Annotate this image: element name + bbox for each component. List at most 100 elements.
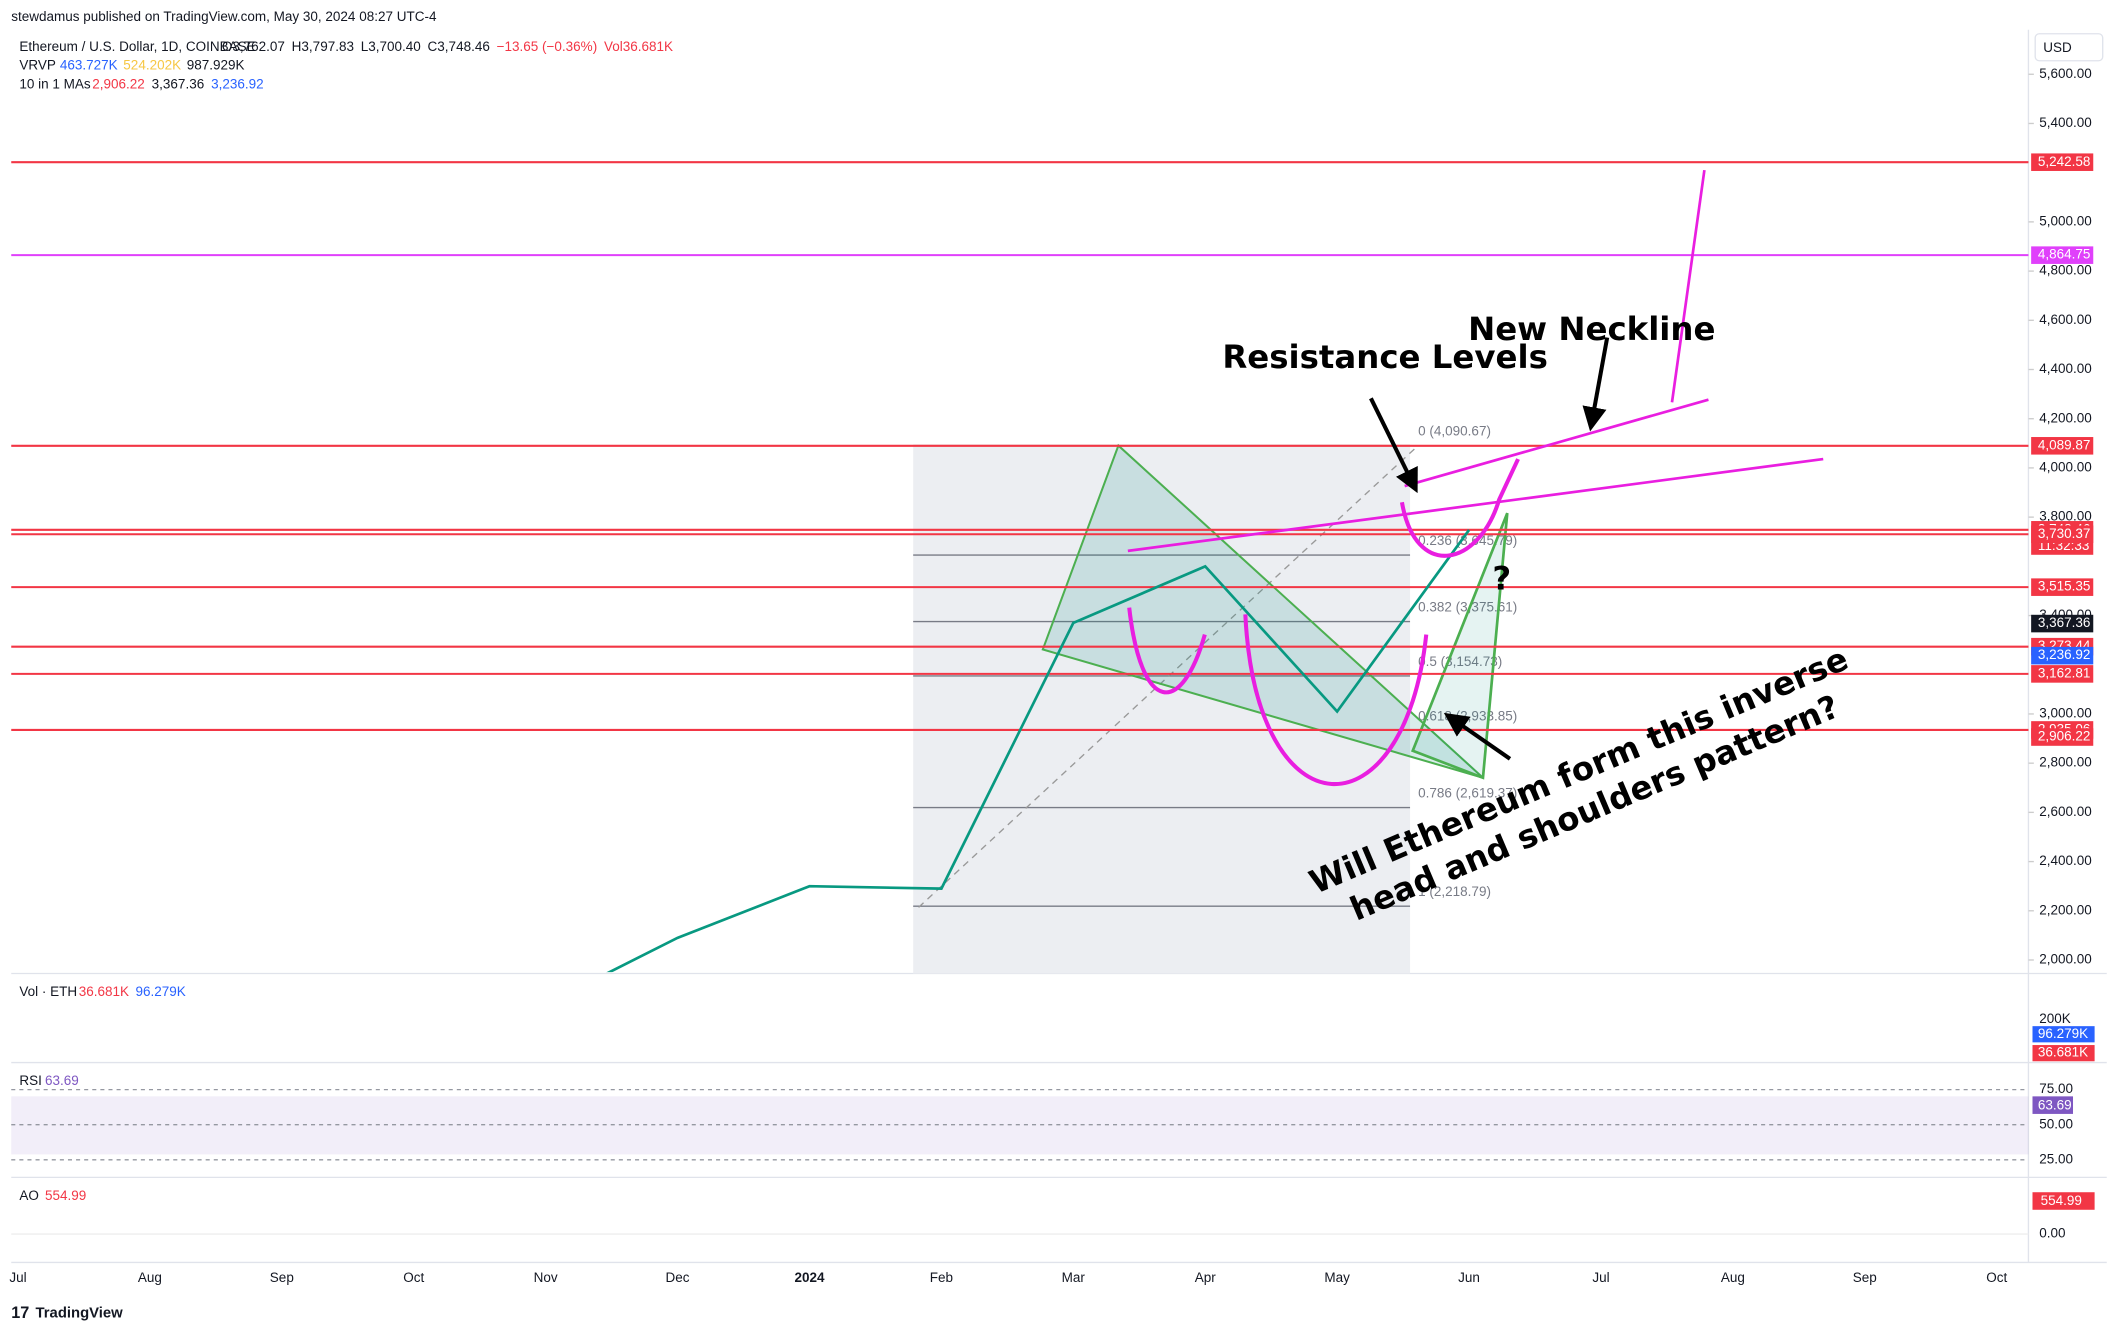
- indicator-value: 524.202K: [123, 58, 181, 73]
- x-tick-label: May: [1324, 1270, 1350, 1285]
- level-label: 3,515.35: [2038, 579, 2091, 594]
- x-tick-label: 2024: [794, 1270, 825, 1285]
- x-tick-label: Nov: [534, 1270, 558, 1285]
- y-tick-label: 3,800.00: [2039, 509, 2092, 524]
- neckline: [1127, 457, 1824, 553]
- level-label: 3,236.92: [2038, 647, 2091, 662]
- rsi-label: 63.69: [2038, 1097, 2072, 1112]
- pane-title: AO: [19, 1188, 39, 1203]
- y-tick-label: 4,400.00: [2039, 361, 2092, 376]
- fib-label: 1 (2,218.79): [1418, 884, 1491, 899]
- x-tick-label: Oct: [403, 1270, 424, 1285]
- symbol: Ethereum / U.S. Dollar, 1D, COINBASE: [19, 39, 255, 54]
- level-label: 4,089.87: [2038, 437, 2091, 452]
- level-badge: [2031, 153, 2094, 171]
- y-tick-label: 2,200.00: [2039, 902, 2092, 917]
- publisher: stewdamus published on TradingView.com, …: [11, 9, 437, 24]
- y-tick-label: 5,600.00: [2039, 66, 2092, 81]
- level-label: 3,730.37: [2038, 526, 2091, 541]
- arrow: [1582, 337, 1610, 432]
- level-label: 2,906.22: [2038, 729, 2091, 744]
- x-tick-label: Oct: [1986, 1270, 2007, 1285]
- level-badge: [2031, 578, 2094, 596]
- pane-title: Vol · ETH: [19, 984, 77, 999]
- y-tick-label: 4,800.00: [2039, 263, 2092, 278]
- level-badge: [2031, 614, 2094, 633]
- annotation: Resistance Levels: [1222, 338, 1548, 376]
- x-tick-label: Mar: [1062, 1270, 1086, 1285]
- x-tick-label: Apr: [1195, 1270, 1217, 1285]
- rsi-band: [11, 1096, 2029, 1155]
- pane-value: 554.99: [45, 1188, 86, 1203]
- y-tick-label: 2,800.00: [2039, 755, 2092, 770]
- currency-button[interactable]: [2034, 33, 2104, 62]
- level-badge: [2031, 646, 2094, 665]
- ohlc-value: Vol36.681K: [604, 39, 673, 54]
- brand: TradingView: [36, 1306, 124, 1322]
- y-tick-label: 2,000.00: [2039, 952, 2092, 967]
- pane-value: 96.279K: [135, 984, 185, 999]
- ao-badge: [2032, 1192, 2095, 1210]
- right-shoulder: [1399, 458, 1520, 558]
- volume-badge: [2032, 1045, 2095, 1062]
- rsi-tick: 50.00: [2039, 1116, 2073, 1131]
- x-tick-label: Jun: [1458, 1270, 1480, 1285]
- level-badge: [2031, 728, 2094, 746]
- level-badge: [2031, 246, 2094, 264]
- left-shoulder: [1127, 607, 1207, 695]
- triangle-projection: [1410, 512, 1509, 780]
- y-tick-label: 4,200.00: [2039, 410, 2092, 425]
- ohlc-value: C3,748.46: [428, 39, 490, 54]
- currency[interactable]: USD: [2043, 40, 2072, 55]
- level-badge: [2031, 437, 2094, 455]
- indicator-value: 463.727K: [60, 58, 118, 73]
- x-tick-label: Aug: [1721, 1270, 1745, 1285]
- ohlc-value: −13.65 (−0.36%): [497, 39, 598, 54]
- target-projection: [1670, 169, 1706, 403]
- ao-tick: 0.00: [2039, 1226, 2065, 1241]
- fib-trend: [918, 445, 1419, 908]
- rsi-tick: 25.00: [2039, 1151, 2073, 1166]
- y-tick-label: 2,400.00: [2039, 853, 2092, 868]
- y-tick-label: 5,000.00: [2039, 213, 2092, 228]
- level-label: 3,367.36: [2038, 615, 2091, 630]
- x-tick-label: Sep: [1853, 1270, 1877, 1285]
- x-tick-label: Dec: [666, 1270, 690, 1285]
- volume-tick: 200K: [2039, 1011, 2071, 1026]
- ao-label: 554.99: [2041, 1193, 2082, 1208]
- level-label: 4,864.75: [2038, 247, 2091, 262]
- indicator-value: 2,906.22: [92, 77, 145, 92]
- rsi-badge: [2032, 1096, 2074, 1114]
- annotation: ?: [1492, 560, 1511, 598]
- pane-value: 36.681K: [79, 984, 129, 999]
- y-tick-label: 4,600.00: [2039, 312, 2092, 327]
- fib-label: 0.382 (3,375.61): [1418, 600, 1517, 615]
- ohlc-value: L3,700.40: [361, 39, 421, 54]
- fib-label: 0.236 (3,645.79): [1418, 533, 1517, 548]
- x-tick-label: Feb: [930, 1270, 953, 1285]
- fib-label: 0.786 (2,619.37): [1418, 786, 1517, 801]
- indicator-value: 3,367.36: [152, 77, 205, 92]
- head: [1243, 614, 1429, 786]
- y-tick-label: 4,000.00: [2039, 459, 2092, 474]
- level-badge: [2031, 525, 2094, 544]
- annotation: New Neckline: [1468, 310, 1715, 348]
- new-neckline: [1404, 398, 1709, 488]
- logo: 17: [11, 1304, 29, 1322]
- arrow: [1369, 397, 1418, 494]
- y-tick-label: 2,600.00: [2039, 804, 2092, 819]
- volume-label: 36.681K: [2038, 1045, 2088, 1060]
- indicator-name: 10 in 1 MAs: [19, 77, 91, 92]
- fib-label: 0.5 (3,154.73): [1418, 654, 1502, 669]
- level-label: 3,162.81: [2038, 665, 2091, 680]
- level-badge: [2031, 665, 2094, 683]
- ohlc-value: O3,762.07: [222, 39, 285, 54]
- pane-title: RSI: [19, 1073, 42, 1088]
- indicator-value: 987.929K: [187, 58, 245, 73]
- fib-label: 0 (4,090.67): [1418, 424, 1491, 439]
- level-label: 5,242.58: [2038, 154, 2091, 169]
- x-tick-label: Aug: [138, 1270, 162, 1285]
- y-tick-label: 5,400.00: [2039, 115, 2092, 130]
- x-tick-label: Jul: [9, 1270, 26, 1285]
